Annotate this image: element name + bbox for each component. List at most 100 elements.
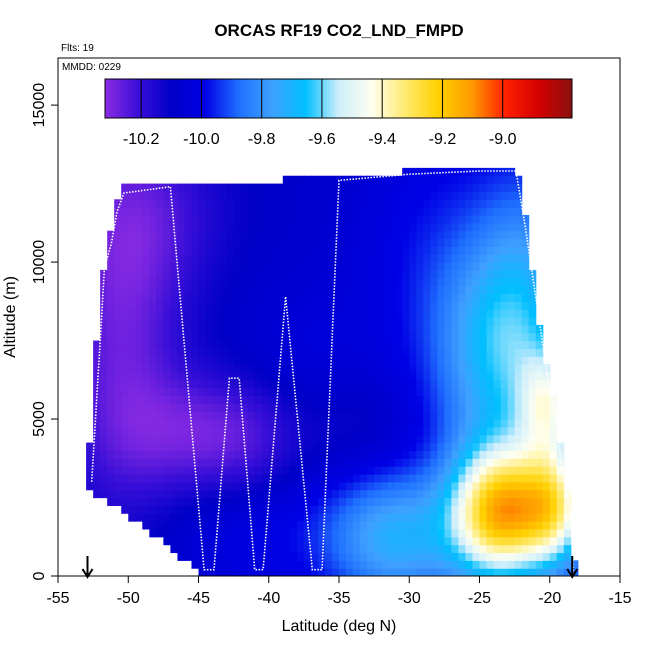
field-cell — [423, 536, 431, 546]
field-cell — [247, 183, 256, 193]
field-cell — [184, 411, 193, 420]
field-cell — [282, 411, 291, 420]
field-cell — [177, 489, 186, 499]
field-cell — [135, 191, 143, 200]
field-cell — [339, 254, 347, 263]
field-cell — [121, 238, 129, 247]
field-cell — [100, 387, 108, 397]
field-cell — [514, 277, 523, 287]
field-cell — [528, 387, 537, 397]
field-cell — [289, 269, 298, 279]
field-cell — [486, 269, 495, 279]
field-cell — [170, 293, 179, 302]
field-cell — [514, 332, 523, 342]
field-cell — [149, 521, 157, 530]
field-cell — [142, 269, 150, 279]
field-cell — [282, 301, 291, 310]
field-cell — [247, 262, 256, 271]
field-cell — [402, 521, 410, 530]
field-cell — [514, 199, 523, 208]
field-cell — [353, 317, 361, 326]
field-cell — [388, 536, 396, 546]
field-cell — [486, 167, 495, 177]
field-cell — [163, 277, 172, 287]
field-cell — [486, 277, 495, 287]
field-cell — [458, 411, 467, 420]
field-cell — [416, 199, 424, 208]
field-cell — [465, 403, 474, 412]
field-cell — [465, 481, 474, 491]
field-cell — [275, 568, 284, 576]
field-cell — [233, 473, 242, 483]
field-cell — [212, 364, 221, 373]
field-cell — [388, 411, 396, 420]
field-cell — [437, 340, 445, 349]
field-cell — [353, 238, 361, 247]
field-cell — [317, 450, 326, 459]
field-cell — [451, 489, 460, 499]
field-cell — [360, 269, 368, 279]
field-cell — [563, 552, 572, 561]
field-cell — [282, 371, 291, 381]
field-cell — [156, 387, 164, 397]
field-cell — [170, 269, 179, 279]
field-cell — [226, 254, 235, 263]
field-cell — [261, 473, 270, 483]
field-cell — [128, 309, 136, 318]
field-cell — [268, 364, 277, 373]
field-cell — [317, 505, 326, 514]
field-cell — [402, 513, 410, 522]
axes: -55 -50 -45 -40 -35 -30 -25 -20 -150500010000150… — [31, 83, 632, 607]
field-cell — [261, 481, 270, 491]
field-cell — [493, 175, 502, 185]
field-cell — [465, 395, 474, 404]
colorbar-segment — [312, 79, 316, 118]
field-cell — [317, 481, 326, 491]
field-cell — [346, 395, 354, 404]
field-cell — [121, 458, 129, 467]
field-cell — [135, 364, 143, 373]
field-cell — [360, 450, 368, 459]
field-cell — [247, 309, 256, 318]
field-cell — [184, 442, 193, 452]
field-cell — [93, 434, 101, 444]
field-cell — [317, 379, 326, 389]
field-cell — [205, 458, 214, 467]
field-cell — [163, 246, 172, 255]
field-cell — [163, 379, 172, 389]
field-cell — [388, 466, 396, 475]
field-cell — [296, 191, 305, 200]
field-cell — [402, 214, 410, 224]
field-cell — [374, 513, 382, 522]
field-cell — [135, 426, 143, 436]
field-cell — [374, 317, 382, 326]
field-cell — [409, 246, 417, 255]
field-cell — [458, 513, 467, 522]
field-cell — [289, 364, 298, 373]
field-cell — [135, 199, 143, 208]
field-cell — [261, 466, 270, 475]
field-cell — [451, 552, 460, 561]
field-cell — [402, 340, 410, 349]
field-cell — [142, 489, 150, 499]
field-cell — [430, 199, 438, 208]
field-cell — [542, 450, 551, 459]
field-cell — [233, 481, 242, 491]
field-cell — [114, 481, 122, 491]
field-cell — [296, 411, 305, 420]
field-cell — [367, 246, 375, 255]
field-cell — [479, 552, 488, 561]
field-cell — [500, 411, 509, 420]
field-cell — [212, 481, 221, 491]
y-tick-label: 5000 — [31, 401, 48, 437]
field-cell — [254, 246, 263, 255]
field-cell — [521, 332, 530, 342]
field-cell — [402, 395, 410, 404]
field-cell — [444, 199, 452, 208]
field-cell — [500, 544, 509, 554]
field-cell — [100, 324, 108, 334]
field-cell — [233, 544, 242, 554]
field-cell — [219, 505, 228, 514]
field-cell — [437, 434, 445, 444]
colorbar-segment — [221, 79, 226, 118]
